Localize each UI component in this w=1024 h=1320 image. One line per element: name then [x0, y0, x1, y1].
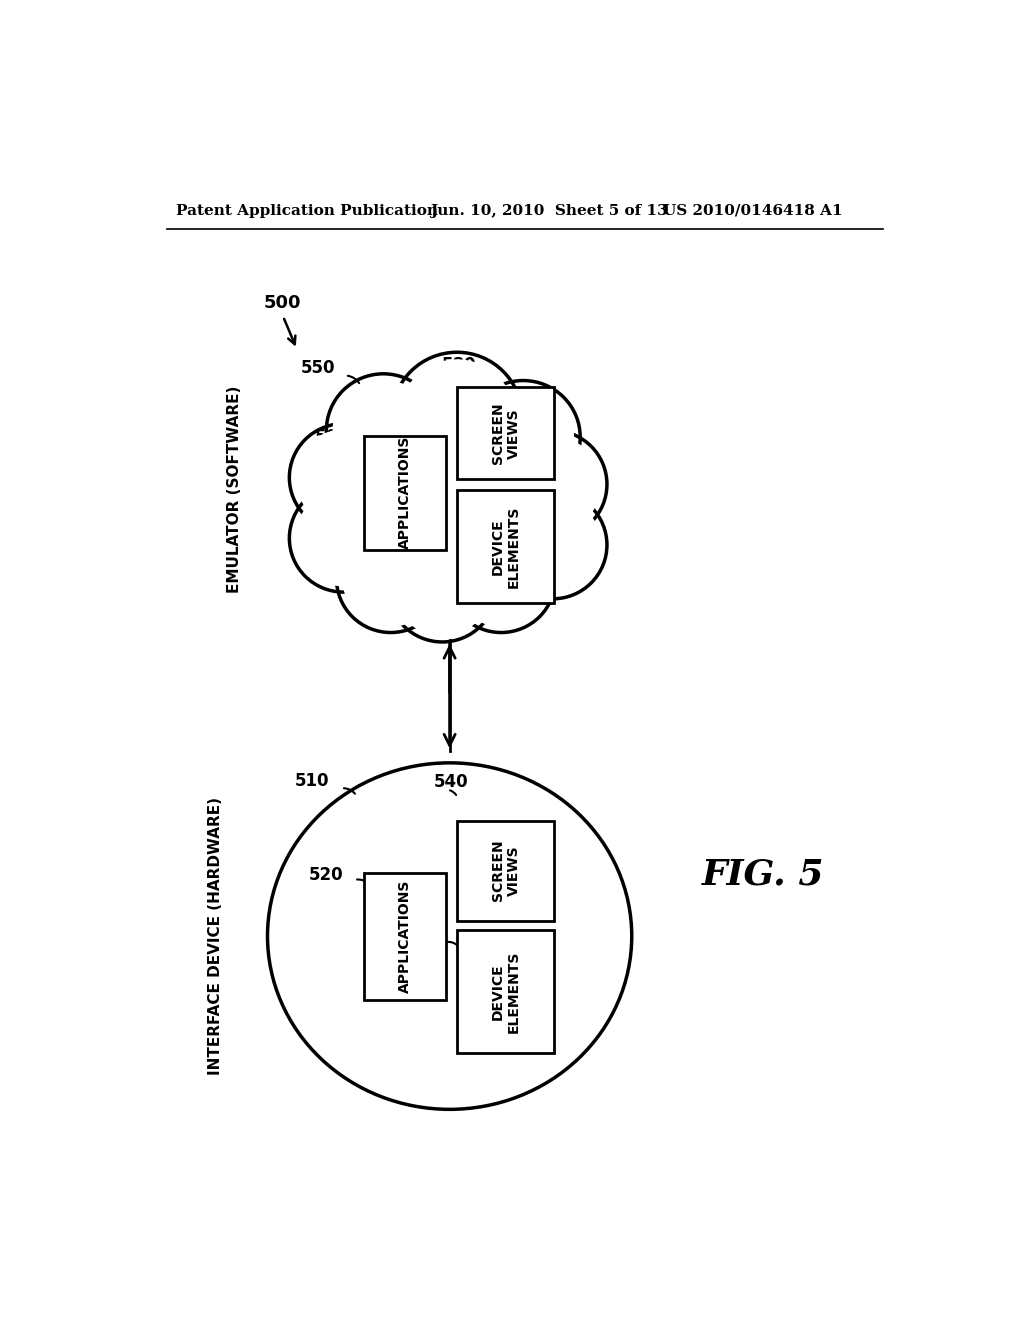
- Text: FIG. 5: FIG. 5: [702, 858, 824, 891]
- Circle shape: [473, 387, 573, 487]
- Circle shape: [290, 484, 398, 593]
- Text: 560: 560: [314, 428, 349, 446]
- Text: SCREEN
VIEWS: SCREEN VIEWS: [490, 840, 521, 902]
- Text: APPLICATIONS: APPLICATIONS: [398, 436, 412, 549]
- Circle shape: [392, 352, 522, 482]
- Circle shape: [348, 389, 551, 593]
- Circle shape: [333, 380, 433, 480]
- Circle shape: [446, 525, 555, 632]
- Text: SCREEN
VIEWS: SCREEN VIEWS: [490, 403, 521, 465]
- Circle shape: [394, 541, 490, 635]
- Text: INTERFACE DEVICE (HARDWARE): INTERFACE DEVICE (HARDWARE): [208, 797, 223, 1074]
- Circle shape: [290, 424, 398, 532]
- Text: US 2010/0146418 A1: US 2010/0146418 A1: [663, 203, 843, 218]
- FancyBboxPatch shape: [458, 490, 554, 603]
- Circle shape: [399, 360, 514, 474]
- Text: Jun. 10, 2010  Sheet 5 of 13: Jun. 10, 2010 Sheet 5 of 13: [430, 203, 668, 218]
- Text: 580: 580: [442, 356, 476, 374]
- Circle shape: [296, 430, 391, 525]
- Circle shape: [505, 437, 600, 532]
- Text: 540: 540: [434, 774, 469, 791]
- Text: 570: 570: [399, 482, 434, 500]
- Text: DEVICE
ELEMENTS: DEVICE ELEMENTS: [490, 506, 521, 587]
- Circle shape: [296, 491, 391, 586]
- Circle shape: [337, 525, 445, 632]
- FancyBboxPatch shape: [458, 821, 554, 921]
- Text: DEVICE
ELEMENTS: DEVICE ELEMENTS: [490, 950, 521, 1032]
- Circle shape: [454, 531, 549, 626]
- Text: 510: 510: [295, 772, 330, 789]
- Circle shape: [466, 380, 581, 494]
- FancyBboxPatch shape: [458, 929, 554, 1053]
- FancyBboxPatch shape: [365, 436, 445, 549]
- Text: 550: 550: [301, 359, 336, 376]
- Ellipse shape: [267, 763, 632, 1109]
- Text: 530: 530: [397, 929, 432, 946]
- Circle shape: [360, 403, 540, 579]
- Circle shape: [499, 430, 607, 539]
- Circle shape: [388, 535, 497, 642]
- Text: Patent Application Publication: Patent Application Publication: [176, 203, 438, 218]
- Text: APPLICATIONS: APPLICATIONS: [398, 880, 412, 993]
- Circle shape: [327, 374, 440, 487]
- Text: 500: 500: [263, 294, 301, 312]
- Text: EMULATOR (SOFTWARE): EMULATOR (SOFTWARE): [227, 385, 243, 593]
- Circle shape: [499, 491, 607, 599]
- Circle shape: [505, 498, 600, 593]
- FancyBboxPatch shape: [458, 387, 554, 479]
- Text: 520: 520: [309, 866, 343, 883]
- Circle shape: [343, 531, 438, 626]
- FancyBboxPatch shape: [365, 873, 445, 1001]
